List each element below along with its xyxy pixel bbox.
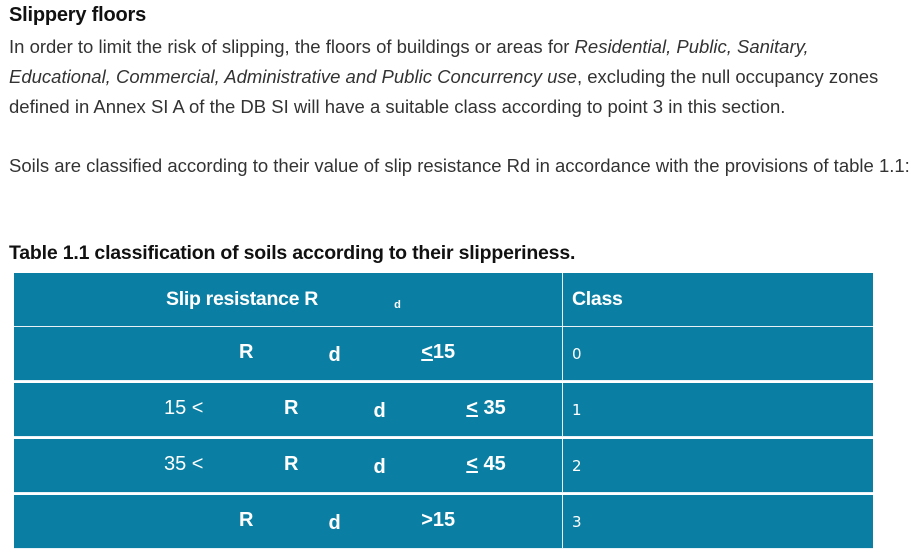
rd-subscript: d: [373, 399, 386, 422]
header-label-sub: d: [394, 299, 401, 311]
class-value: 1: [572, 400, 582, 419]
intro-text-3: , excluding the null occupancy zones def…: [9, 66, 879, 117]
range-suffix: >15: [415, 508, 456, 531]
class-value: 2: [572, 456, 582, 475]
class-cell: 2: [563, 439, 873, 492]
rd-subscript: d: [328, 511, 341, 534]
range-suffix: < 45: [466, 452, 506, 475]
class-cell: 1: [563, 383, 873, 436]
range-suffix: <15: [421, 340, 456, 363]
classification-paragraph: Soils are classified according to their …: [9, 155, 910, 176]
class-value: 0: [572, 344, 582, 363]
range-prefix: 35 <: [164, 452, 210, 475]
header-label-class: Class: [572, 288, 623, 310]
header-cell-slip-resistance: Slip resistance R d: [14, 273, 563, 326]
header-label-slip: Slip resistance R: [166, 288, 319, 310]
rd-symbol: R: [284, 452, 299, 475]
rd-subscript: d: [328, 343, 341, 366]
header-cell-class: Class: [563, 273, 873, 326]
class-value: 3: [572, 512, 582, 531]
class-cell: 0: [563, 327, 873, 380]
intro-text-1: In order to limit the risk of slipping, …: [9, 36, 575, 57]
section-heading: Slippery floors: [9, 4, 147, 26]
table-caption: Table 1.1 classification of soils accord…: [9, 242, 576, 264]
rd-subscript: d: [373, 455, 386, 478]
intro-paragraph: In order to limit the risk of slipping, …: [9, 32, 914, 122]
range-suffix: < 35: [466, 396, 506, 419]
rd-symbol: R: [284, 396, 299, 419]
intro-text-uses: Residential, Public, Sanitary, Education…: [9, 36, 809, 87]
class-cell: 3: [563, 495, 873, 548]
table-header-row: Slip resistance R d Class: [14, 273, 873, 327]
range-prefix: 15 <: [164, 396, 210, 419]
rd-symbol: R: [239, 508, 254, 531]
rd-symbol: R: [239, 340, 254, 363]
